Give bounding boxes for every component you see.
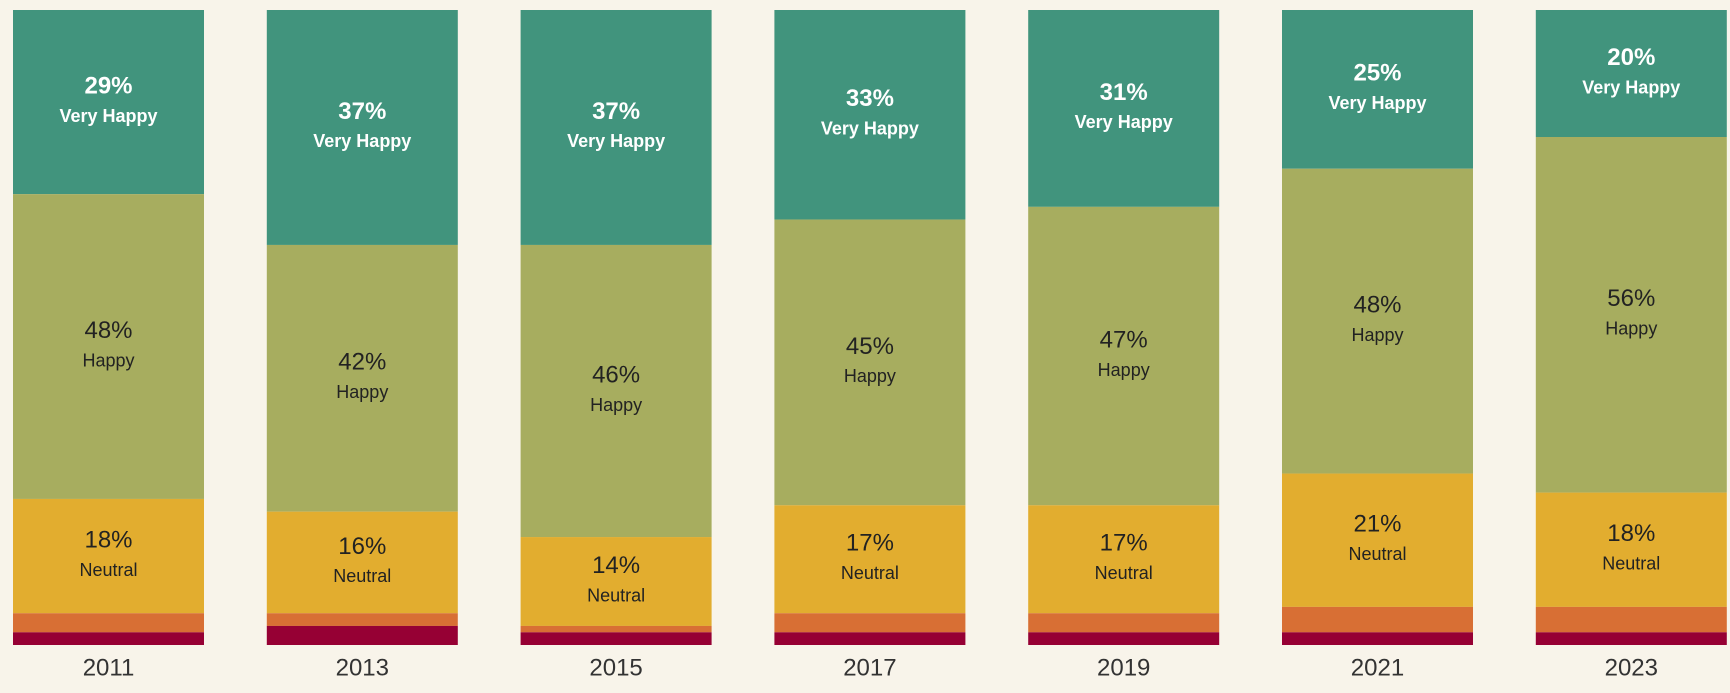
value-label: 17% — [1100, 530, 1148, 557]
x-tick-label: 2023 — [1605, 654, 1658, 681]
bar-segment — [774, 613, 966, 633]
bar-segment — [1535, 632, 1727, 645]
value-label: 31% — [1100, 79, 1148, 106]
bar-segment — [520, 632, 712, 645]
value-label: 42% — [338, 349, 386, 376]
bar-segment — [13, 194, 204, 499]
bar-segment — [266, 613, 458, 626]
x-tick-label: 2013 — [336, 654, 389, 681]
value-label: 29% — [84, 72, 132, 99]
value-label: 33% — [846, 85, 894, 112]
bar-segment — [1028, 632, 1220, 645]
bar-segment — [520, 244, 712, 538]
segment-name: Very Happy — [313, 131, 411, 151]
value-label: 20% — [1607, 44, 1655, 71]
segment-name: Happy — [336, 382, 388, 402]
segment-name: Neutral — [333, 566, 391, 586]
bar-segment — [1282, 632, 1473, 645]
bar-segment — [1028, 10, 1220, 207]
bar-segment — [1282, 10, 1473, 169]
bar-segment — [520, 625, 712, 633]
bar-segment — [1282, 168, 1473, 474]
segment-name: Very Happy — [1328, 93, 1426, 113]
value-label: 25% — [1353, 60, 1401, 87]
bar-segment — [1282, 606, 1473, 633]
bar-segment — [1535, 492, 1727, 607]
x-tick-label: 2019 — [1097, 654, 1150, 681]
segment-name: Very Happy — [59, 106, 157, 126]
bar-segment — [266, 10, 458, 245]
bar-segment — [266, 625, 458, 645]
value-label: 46% — [592, 361, 640, 388]
bar-segment — [1028, 505, 1220, 614]
value-label: 16% — [338, 533, 386, 560]
x-tick-label: 2021 — [1351, 654, 1404, 681]
x-tick-label: 2017 — [843, 654, 896, 681]
bar-segment — [1028, 206, 1220, 506]
value-label: 48% — [84, 317, 132, 344]
bar-segment — [774, 505, 966, 614]
bar-segment — [520, 537, 712, 626]
value-label: 45% — [846, 333, 894, 360]
segment-name: Happy — [1351, 325, 1403, 345]
segment-name: Neutral — [79, 560, 137, 580]
value-label: 48% — [1353, 291, 1401, 318]
bar-segment — [13, 10, 204, 195]
value-label: 37% — [592, 98, 640, 125]
x-tick-label: 2015 — [589, 654, 642, 681]
value-label: 47% — [1100, 326, 1148, 353]
value-label: 14% — [592, 552, 640, 579]
segment-name: Happy — [1605, 319, 1657, 339]
bar-segment — [13, 613, 204, 633]
bar-segment — [774, 632, 966, 645]
segment-name: Happy — [82, 350, 134, 370]
bar-segment — [13, 498, 204, 614]
segment-name: Very Happy — [821, 119, 919, 139]
value-label: 18% — [84, 526, 132, 553]
segment-name: Neutral — [1348, 544, 1406, 564]
segment-name: Happy — [1098, 360, 1150, 380]
bar-segment — [266, 244, 458, 512]
bar-segment — [774, 10, 966, 220]
bar-segment — [1535, 10, 1727, 137]
bar-segment — [1535, 606, 1727, 633]
segment-name: Very Happy — [1075, 112, 1173, 132]
x-tick-label: 2011 — [83, 654, 135, 681]
value-label: 21% — [1353, 511, 1401, 538]
segment-name: Very Happy — [1582, 77, 1680, 97]
bar-segment — [1535, 137, 1727, 493]
segment-name: Neutral — [587, 585, 645, 605]
segment-name: Neutral — [1095, 563, 1153, 583]
bar-segment — [520, 10, 712, 245]
segment-name: Very Happy — [567, 131, 665, 151]
value-label: 17% — [846, 530, 894, 557]
segment-name: Neutral — [841, 563, 899, 583]
segment-name: Happy — [590, 395, 642, 415]
value-label: 56% — [1607, 285, 1655, 312]
value-label: 37% — [338, 98, 386, 125]
bar-segment — [1028, 613, 1220, 633]
bar-segment — [1282, 473, 1473, 607]
segment-name: Neutral — [1602, 554, 1660, 574]
bar-segment — [774, 219, 966, 506]
bar-segment — [266, 511, 458, 614]
bar-segment — [13, 632, 204, 645]
value-label: 18% — [1607, 520, 1655, 547]
segment-name: Happy — [844, 366, 896, 386]
